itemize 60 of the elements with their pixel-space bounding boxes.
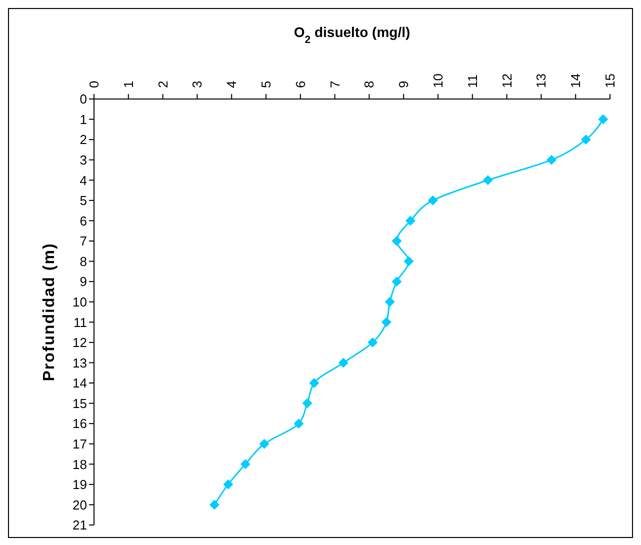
y-tick-label: 8 [80,254,87,269]
point [259,438,270,449]
x-tick-label: 12 [499,74,514,88]
point [338,358,348,368]
point [598,114,608,124]
x-tick-label: 10 [430,74,446,88]
point [384,296,395,307]
y-axis-title: Profundidad (m) [41,242,58,382]
x-tick-label: 0 [86,80,102,88]
y-tick-label: 21 [72,518,87,533]
point [428,195,438,206]
x-tick-label: 3 [190,80,205,88]
x-tick-label: 8 [362,80,377,88]
y-tick-label: 3 [80,152,87,168]
point [381,317,392,328]
x-tick-label: 7 [327,80,342,88]
x-tick-label: 1 [120,80,136,88]
point [580,134,591,145]
y-tick-label: 15 [72,396,87,411]
y-tick-label: 6 [80,213,87,228]
x-tick-label: 9 [396,80,412,88]
y-tick-label: 20 [72,497,87,512]
point [209,500,220,510]
x-axis-title: O$_{2}$ disuelto (mg/l) [294,24,410,46]
point [368,337,378,348]
y-tick-label: 12 [72,335,87,350]
point [546,154,557,165]
y-tick-label: 0 [80,92,87,107]
x-tick-label: 5 [258,80,274,88]
point [309,378,320,388]
y-tick-label: 17 [72,436,87,452]
x-tick-label: 14 [568,74,584,88]
x-tick-label: 2 [155,80,170,88]
x-tick-label: 15 [602,74,618,88]
point [223,479,234,490]
x-tick-label: 4 [224,80,240,88]
point [405,216,416,226]
x-tick-label: 11 [464,74,480,88]
point [302,398,312,408]
point [240,459,250,470]
x-tick-label: 6 [292,80,308,88]
y-tick-label: 11 [74,314,87,330]
y-tick-label: 19 [72,477,87,492]
point [294,418,304,429]
y-tick-label: 16 [72,416,87,432]
y-tick-label: 14 [72,376,87,391]
point [392,276,402,287]
y-tick-label: 18 [72,456,87,472]
y-tick-label: 10 [72,294,87,310]
y-tick-label: 7 [80,234,87,249]
y-tick-label: 9 [80,274,87,290]
point [482,175,493,186]
x-tick-label: 13 [534,74,549,88]
y-tick-label: 1 [80,112,87,127]
point [392,236,402,246]
y-tick-label: 13 [72,355,87,370]
y-tick-label: 4 [80,172,87,188]
y-tick-label: 5 [80,193,87,208]
y-tick-label: 2 [80,132,87,148]
point [404,256,414,266]
